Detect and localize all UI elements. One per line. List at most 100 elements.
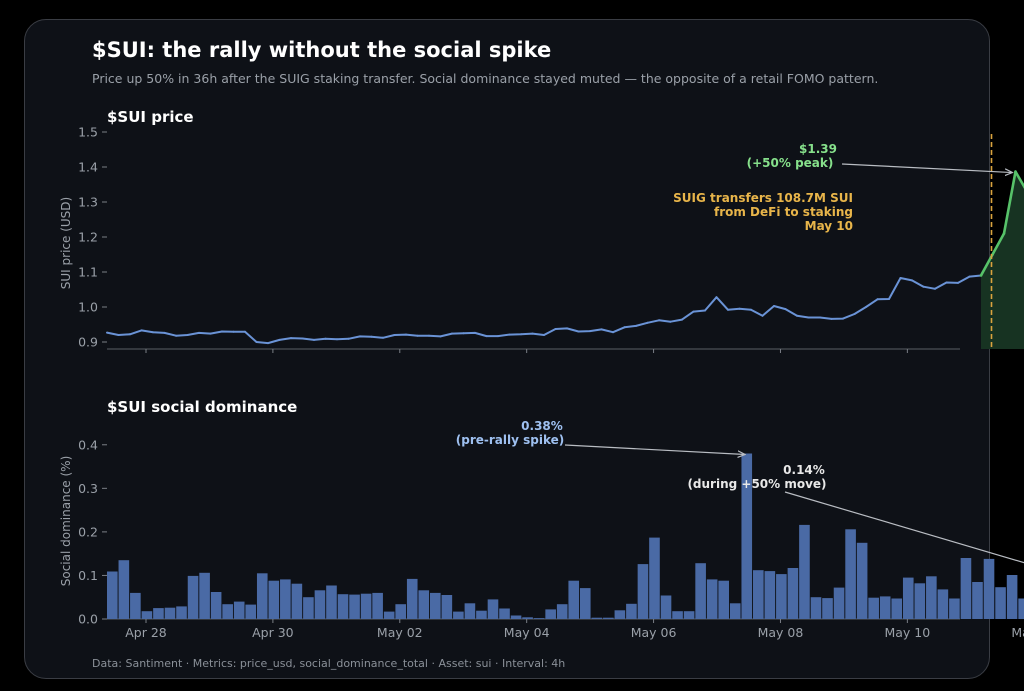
rally-price-point [1002,232,1006,235]
social-bar [233,601,245,619]
price-point [336,338,338,341]
price-point [416,334,419,337]
price-panel: $SUI price SUI price (USD) 0.9 1.0 1.1 1.2 1… [59,108,1024,353]
price-point [382,336,384,339]
price-point [635,324,637,327]
x-tick-label: Apr 28 [125,625,167,640]
social-bar [441,595,453,619]
price-point [612,331,614,334]
price-point [290,337,292,340]
price-point [255,341,258,343]
social-y-tick-label: 0.1 [78,568,98,583]
price-point [566,327,568,330]
price-point [347,337,350,340]
price-point [451,332,453,335]
price-point [175,334,177,337]
social-bar [153,608,164,619]
event-label-line: May 10 [805,219,853,233]
price-point [359,335,361,338]
rally-area [981,171,1024,349]
peak-arrow [841,163,1013,173]
price-point [186,334,189,336]
price-point [646,321,649,324]
social-y-axis-label: Social dominance (%) [59,456,73,587]
price-point [439,335,442,338]
social-bar [280,579,291,619]
social-bar [430,592,441,619]
price-point [968,275,971,278]
price-y-tick-label: 1.3 [78,195,98,210]
price-point [209,332,212,335]
social-bar [1018,598,1024,619]
social-bar [637,564,649,619]
data-source-footer: Data: Santiment · Metrics: price_usd, so… [92,657,566,670]
social-bar [533,618,545,619]
social-bar [176,606,187,619]
price-point [393,334,396,336]
price-point [462,332,465,335]
x-tick-label: May 10 [884,625,930,640]
social-bar [995,587,1006,619]
price-point [301,337,304,340]
rally-price-line [979,170,1024,277]
price-point [715,296,718,299]
social-bar [683,611,695,619]
spike-note-label: (pre-rally spike) [456,433,564,447]
price-point [865,306,867,308]
price-point [945,281,948,284]
price-y-tick-label: 1.2 [78,230,98,245]
social-bar [141,611,153,619]
price-point [773,305,775,307]
peak-price-label: $1.39 [799,142,837,156]
social-bar [764,571,776,619]
social-bar [326,585,337,619]
x-tick-label: May 12 [1011,625,1024,640]
price-point [876,298,879,301]
price-point [129,333,131,336]
price-point [428,334,430,337]
social-y-tick-label: 0.2 [78,524,98,539]
social-bar [164,607,176,619]
social-bar [960,558,972,619]
social-bar [706,579,718,619]
social-bar [926,576,937,619]
price-line [106,274,982,345]
price-point [750,308,752,311]
social-bar [245,604,257,619]
social-bar [879,596,891,619]
price-point [497,335,499,338]
social-bar [902,577,914,619]
price-y-axis-label: SUI price (USD) [59,197,73,289]
social-bar [672,611,683,619]
social-bar [556,604,568,619]
price-point [761,314,764,317]
price-panel-title: $SUI price [107,108,194,126]
social-bar [741,453,753,619]
price-point [577,330,580,333]
price-point [957,281,959,284]
social-bar [891,598,903,619]
social-bar [510,615,522,619]
social-bar [579,588,591,619]
social-bar [464,603,476,619]
social-bar [603,617,614,619]
social-bar [360,593,372,619]
spike-arrow [564,444,745,454]
social-bar [291,583,303,619]
price-point [899,277,902,279]
price-point [589,330,591,333]
x-tick-label: May 06 [631,625,677,640]
price-point [692,310,695,313]
price-point [324,337,327,340]
price-point [681,318,683,321]
social-bar [499,608,510,619]
price-point [704,309,706,312]
social-bar [545,609,556,619]
price-point [140,329,143,332]
price-point [531,332,534,335]
social-bar [660,595,672,619]
social-y-tick-label: 0.3 [78,481,98,496]
price-point [244,330,246,333]
price-point [106,331,108,334]
